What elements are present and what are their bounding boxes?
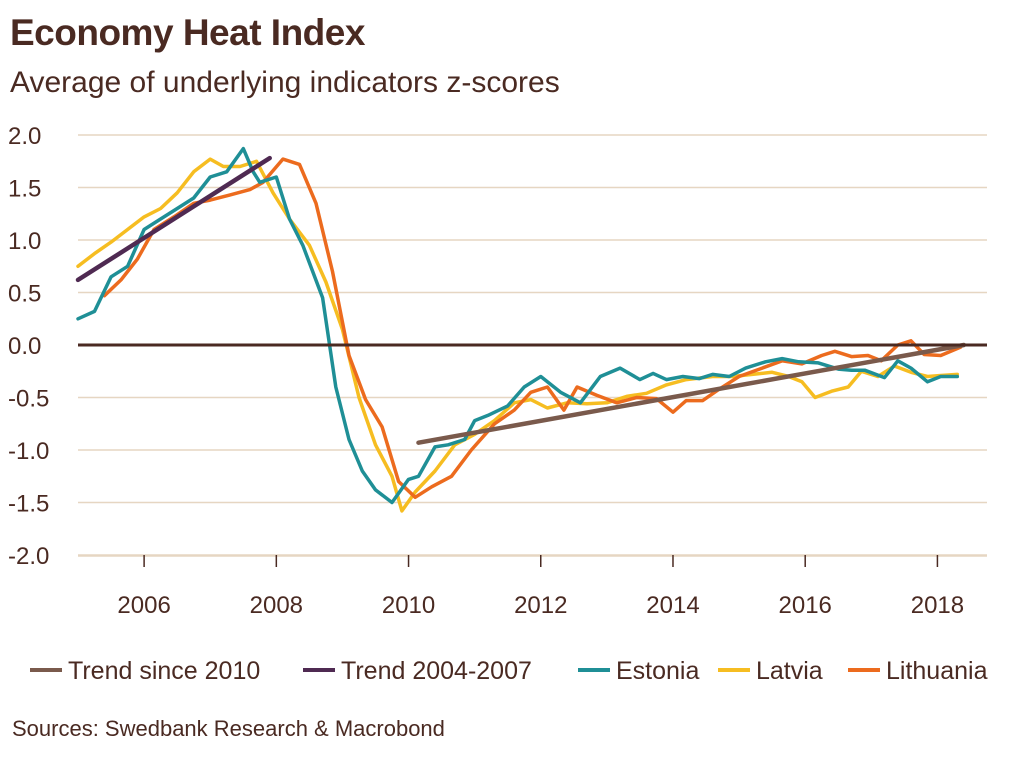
y-tick-label: -1.5	[8, 491, 49, 518]
y-tick-label: -2.0	[8, 543, 49, 570]
legend-label: Trend 2004-2007	[341, 657, 532, 685]
series-line-latvia	[76, 157, 960, 513]
x-tick-label: 2016	[779, 592, 832, 619]
y-tick-label: 2.0	[8, 123, 41, 150]
source-note: Sources: Swedbank Research & Macrobond	[12, 716, 445, 741]
x-tick-label: 2014	[646, 592, 699, 619]
x-tick-label: 2012	[514, 592, 567, 619]
y-tick-label: 0.5	[8, 281, 41, 308]
legend-label: Lithuania	[886, 657, 988, 685]
line-chart: 2.0 1.5 1.0 0.5 0.0 -0.5 -1.0 -1.5 -2.0 2006 2008 2…	[8, 123, 988, 685]
chart-title: Economy Heat Index	[10, 12, 365, 53]
x-tick-label: 2010	[382, 592, 435, 619]
x-tick-label: 2008	[250, 592, 303, 619]
legend-label: Latvia	[756, 657, 823, 685]
series-line-lithuania	[102, 157, 963, 500]
legend-label: Trend since 2010	[68, 657, 260, 685]
legend-label: Estonia	[616, 657, 699, 685]
y-tick-label: 1.5	[8, 176, 41, 203]
series-line-trend-since-2010	[416, 342, 967, 445]
series-line-trend-2004-2007	[75, 155, 272, 283]
y-tick-label: -1.0	[8, 438, 49, 465]
x-tick-label: 2006	[117, 592, 170, 619]
y-tick-label: 0.0	[8, 333, 41, 360]
y-tick-label: 1.0	[8, 228, 41, 255]
series-line-estonia	[76, 146, 960, 505]
x-tick-label: 2018	[911, 592, 964, 619]
chart-subtitle: Average of underlying indicators z-score…	[10, 66, 560, 99]
y-tick-label: -0.5	[8, 386, 49, 413]
